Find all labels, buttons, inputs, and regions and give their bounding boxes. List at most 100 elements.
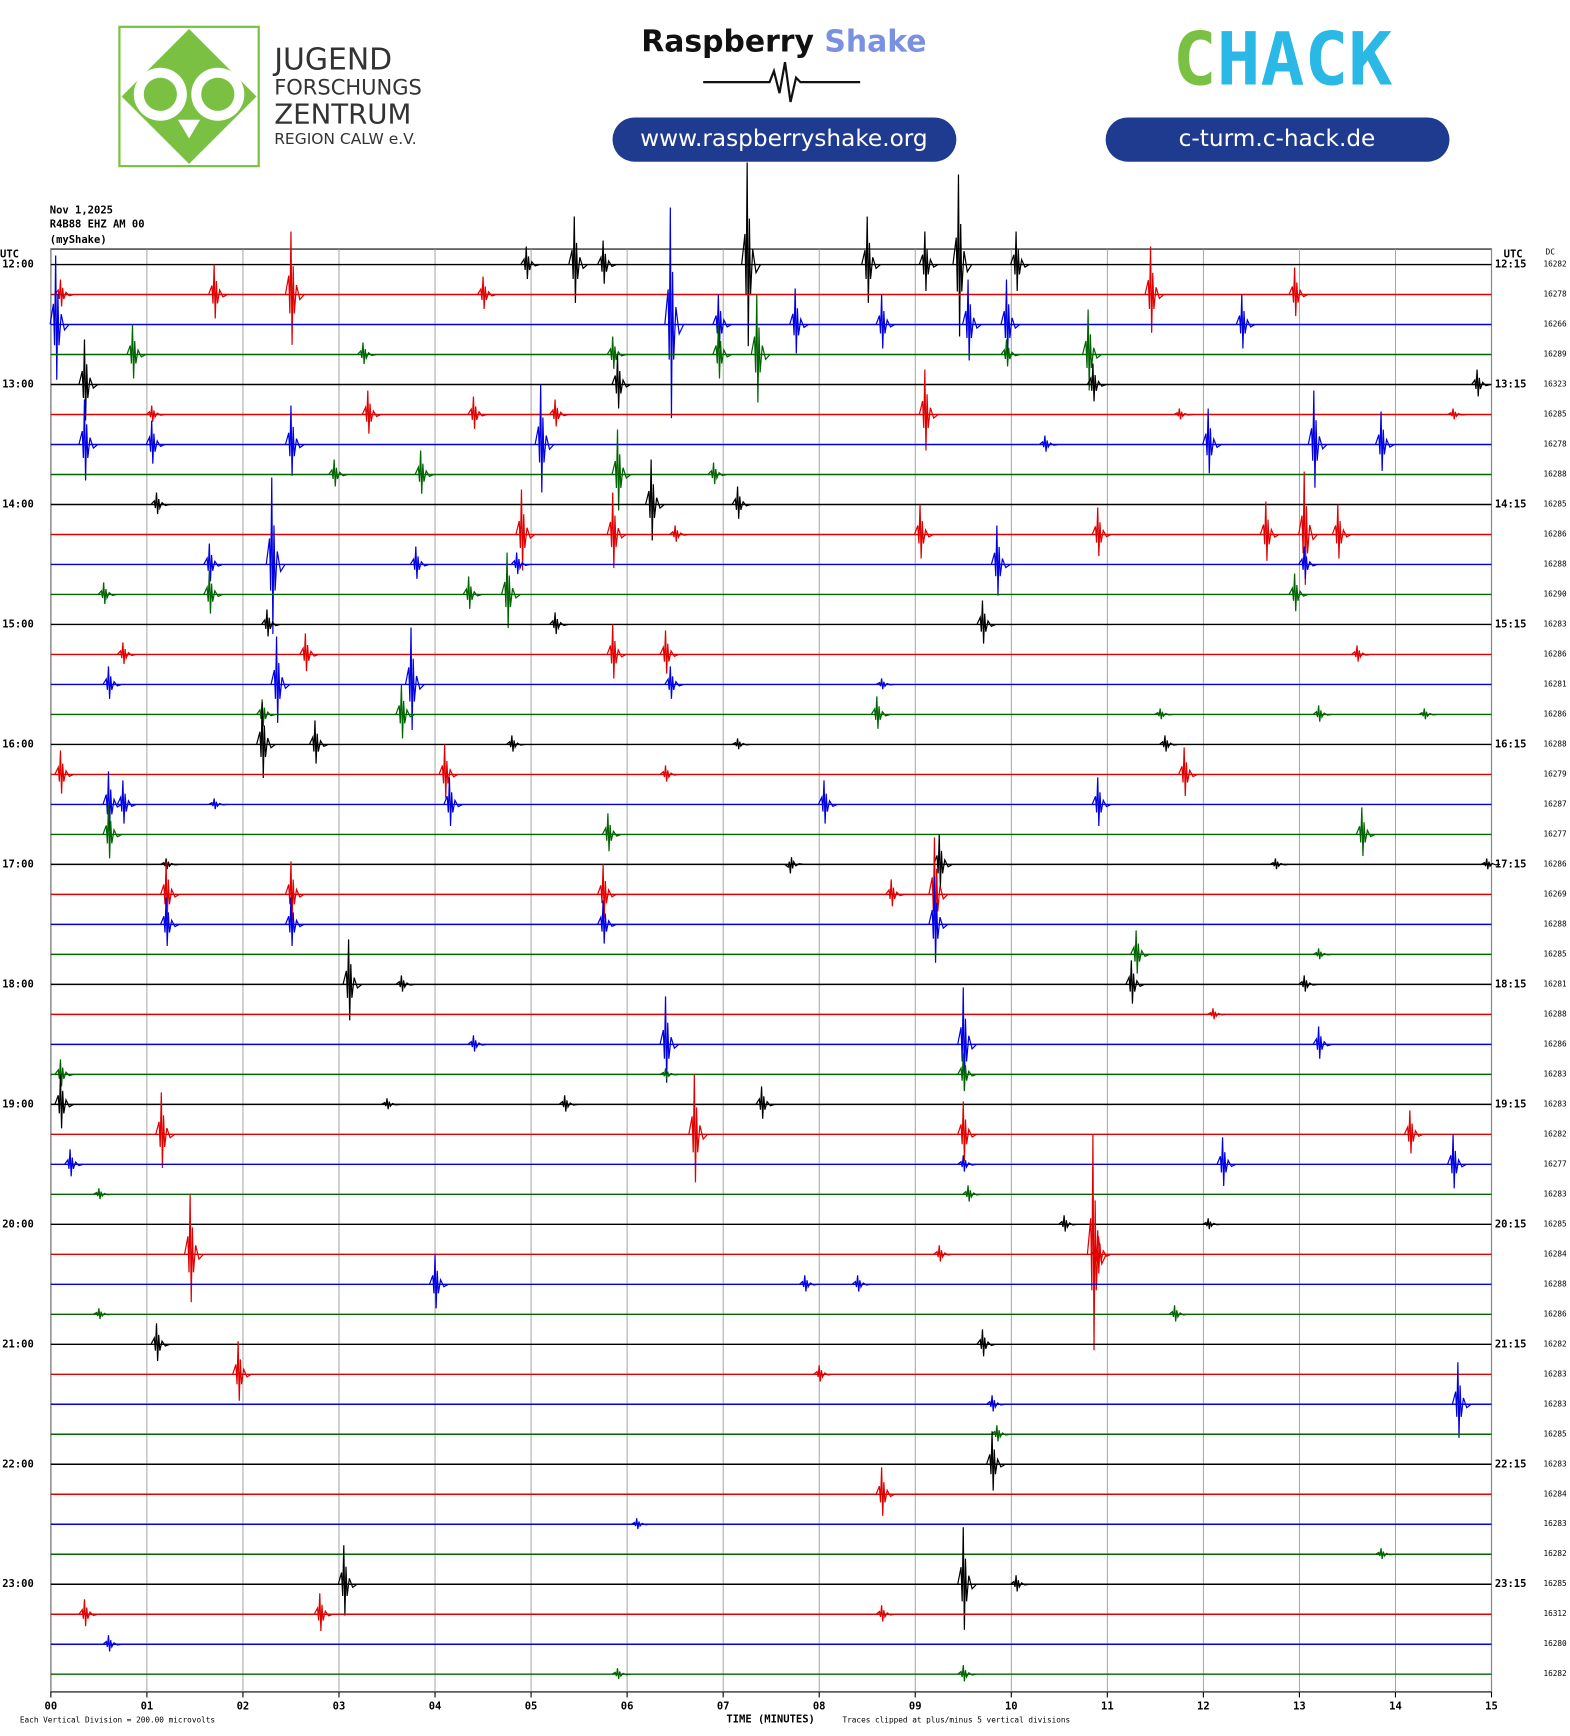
seismic-event [957, 1665, 977, 1682]
seismic-event [102, 666, 122, 699]
seismic-event [102, 804, 123, 859]
seismic-event [606, 624, 627, 679]
dc-value: 16278 [1543, 439, 1567, 448]
seismic-event [414, 450, 435, 494]
seismic-event [1202, 1218, 1222, 1230]
seismic-event [957, 1101, 977, 1161]
dc-value: 16266 [1543, 320, 1567, 329]
dc-value: 16285 [1543, 499, 1567, 508]
seismic-event [962, 1185, 982, 1202]
date: Nov 1,2025 [50, 204, 113, 216]
seismic-event [1312, 948, 1332, 960]
seismic-event [160, 897, 180, 947]
hour-label: 13:00 [2, 379, 34, 391]
seismic-event [265, 477, 286, 635]
end-label: 13:15 [1495, 379, 1527, 391]
network: (myShake) [50, 234, 107, 246]
dc-value: 16282 [1543, 260, 1566, 269]
seismic-event [126, 324, 147, 379]
seismic-event [606, 492, 627, 569]
seismic-event [611, 429, 632, 511]
seismic-event [875, 1605, 895, 1622]
seismic-event [1298, 471, 1318, 585]
x-tick-label: 15 [1485, 1700, 1498, 1712]
seismic-event [659, 765, 679, 782]
chack-url[interactable]: c-turm.c-hack.de [1179, 125, 1376, 152]
seismic-event [875, 1467, 896, 1516]
seismic-event [875, 294, 896, 349]
seismic-event [64, 1149, 84, 1177]
dc-value: 16285 [1543, 1219, 1567, 1228]
seismic-event [549, 612, 569, 635]
dc-value: 16283 [1543, 1399, 1567, 1408]
end-label: 17:15 [1495, 858, 1527, 870]
dc-value: 16312 [1543, 1609, 1566, 1618]
rs-url[interactable]: www.raspberryshake.org [640, 125, 928, 152]
seismic-event [183, 1194, 204, 1303]
seismic-event [1130, 930, 1150, 974]
x-tick-label: 12 [1197, 1700, 1210, 1712]
end-label: 18:15 [1495, 978, 1527, 990]
chack-logo: CHACK [1173, 17, 1393, 102]
seismic-event [54, 1074, 75, 1129]
seismic-event [208, 798, 228, 810]
dc-value: 16283 [1543, 1519, 1567, 1528]
dc-value: 16281 [1543, 979, 1567, 988]
seismic-event [558, 1095, 579, 1112]
dc-value: 16288 [1543, 919, 1567, 928]
seismic-event [116, 780, 137, 824]
seismic-event [630, 1518, 651, 1530]
rs-logo-text: Raspberry Shake [641, 24, 926, 59]
seismic-event [1168, 1305, 1188, 1322]
seismic-event [505, 735, 526, 752]
hour-label: 14:00 [2, 498, 34, 510]
seismic-event [208, 264, 228, 319]
seismic-event [1082, 309, 1102, 391]
dc-value: 16284 [1543, 1249, 1567, 1258]
dc-value: 16286 [1543, 649, 1567, 658]
seismic-event [342, 939, 363, 1021]
seismic-event [669, 525, 689, 542]
chack-c: C [1173, 17, 1217, 102]
rs-pill[interactable] [612, 117, 957, 162]
dc-value: 16290 [1543, 589, 1567, 598]
jfz-logo [118, 25, 260, 168]
end-label: 22:15 [1495, 1458, 1527, 1470]
chack-pill[interactable] [1105, 117, 1450, 162]
seismic-event [1159, 735, 1179, 752]
dc-value: 16282 [1543, 1339, 1566, 1348]
seismic-event [645, 459, 665, 541]
dc-value: 16282 [1543, 1669, 1566, 1678]
seismic-event [78, 339, 99, 421]
seismic-event [597, 864, 617, 919]
seismic-event [741, 162, 761, 347]
seismic-event [913, 504, 934, 559]
seismic-event [1446, 1134, 1467, 1189]
seismic-event [395, 684, 415, 739]
dc-value: 16285 [1543, 410, 1567, 419]
x-tick-label: 11 [1101, 1700, 1114, 1712]
seismic-event [1144, 246, 1165, 333]
seismic-event [438, 744, 459, 799]
dc-value: 16288 [1543, 1279, 1567, 1288]
x-tick-label: 05 [525, 1700, 538, 1712]
seismic-event [520, 246, 540, 279]
rs-wave-icon [703, 62, 861, 103]
seismic-event [1086, 363, 1107, 402]
seismic-event [395, 975, 415, 992]
station: R4B88 EHZ AM 00 [50, 219, 145, 231]
dc-value: 16286 [1543, 1039, 1567, 1048]
dc-value: 16281 [1543, 679, 1567, 688]
seismic-event [1298, 546, 1318, 579]
seismic-event [707, 462, 727, 485]
seismic-event [1375, 1548, 1395, 1560]
seismic-event [875, 678, 895, 690]
seismic-event [712, 324, 732, 379]
seismic-event [404, 627, 425, 731]
seismic-event [308, 720, 329, 764]
seismic-event [1091, 1230, 1112, 1274]
seismic-event [1471, 369, 1491, 397]
seismic-event [203, 570, 223, 614]
seismic-event [933, 834, 953, 889]
seismic-event [477, 276, 497, 309]
